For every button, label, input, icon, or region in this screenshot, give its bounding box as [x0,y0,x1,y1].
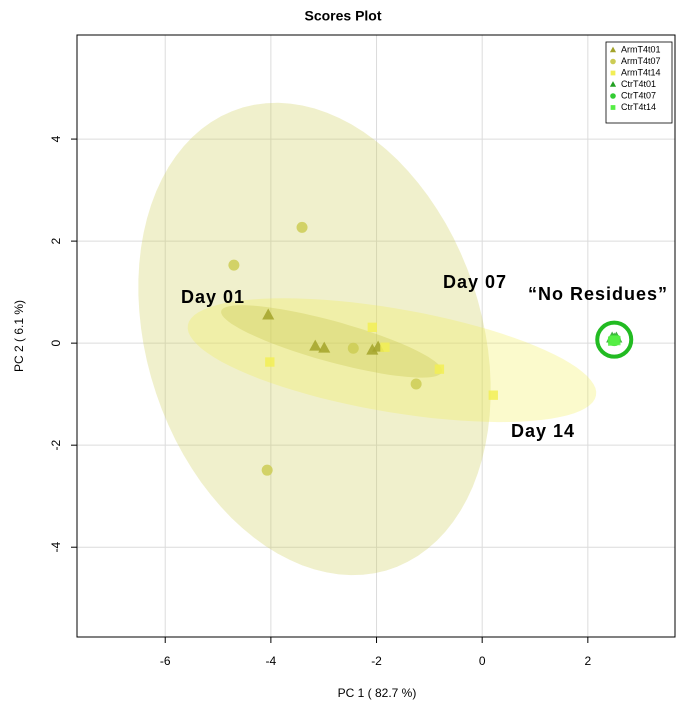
legend-label: CtrT4t01 [621,79,656,89]
y-tick-label: -2 [49,440,63,451]
x-tick-label: -6 [160,654,171,668]
point [261,464,273,476]
y-axis-label: PC 2 ( 6.1 %) [12,300,26,372]
x-tick-label: 0 [479,654,486,668]
annotation: Day 14 [511,421,575,441]
annotation: Day 01 [181,287,245,307]
point [609,335,619,345]
annotation: “No Residues” [528,284,668,304]
point [228,259,240,271]
legend-label: ArmT4t01 [621,44,661,54]
point [609,81,617,87]
y-tick-label: -4 [49,542,63,553]
point [609,46,617,53]
point [367,322,377,333]
x-axis-label: PC 1 ( 82.7 %) [338,686,417,700]
point [265,357,275,367]
point [347,342,359,354]
point [434,364,445,374]
legend-label: CtrT4t14 [621,102,656,112]
x-tick-label: -2 [371,654,382,668]
x-tick-label: 2 [584,654,591,668]
point [488,390,498,400]
point [318,341,331,353]
chart-title: Scores Plot [304,8,381,24]
point [410,378,422,390]
point [380,342,390,352]
point [610,58,616,65]
legend-box [605,41,673,124]
legend-label: CtrT4t07 [621,90,656,100]
point [262,308,275,320]
confidence-ellipse [138,102,491,576]
annotation: Day 07 [443,272,507,292]
confidence-ellipse [221,305,443,378]
y-tick-label: 0 [49,339,63,346]
point [296,221,308,233]
point [366,343,379,355]
point [610,105,616,110]
y-tick-label: 2 [49,237,63,244]
point [309,339,322,351]
y-tick-label: 4 [49,135,63,142]
point [610,70,616,76]
legend-label: ArmT4t07 [621,56,661,66]
plot-frame [76,34,676,638]
x-tick-label: -4 [266,654,277,668]
legend-label: ArmT4t14 [621,67,661,77]
point [610,93,616,99]
